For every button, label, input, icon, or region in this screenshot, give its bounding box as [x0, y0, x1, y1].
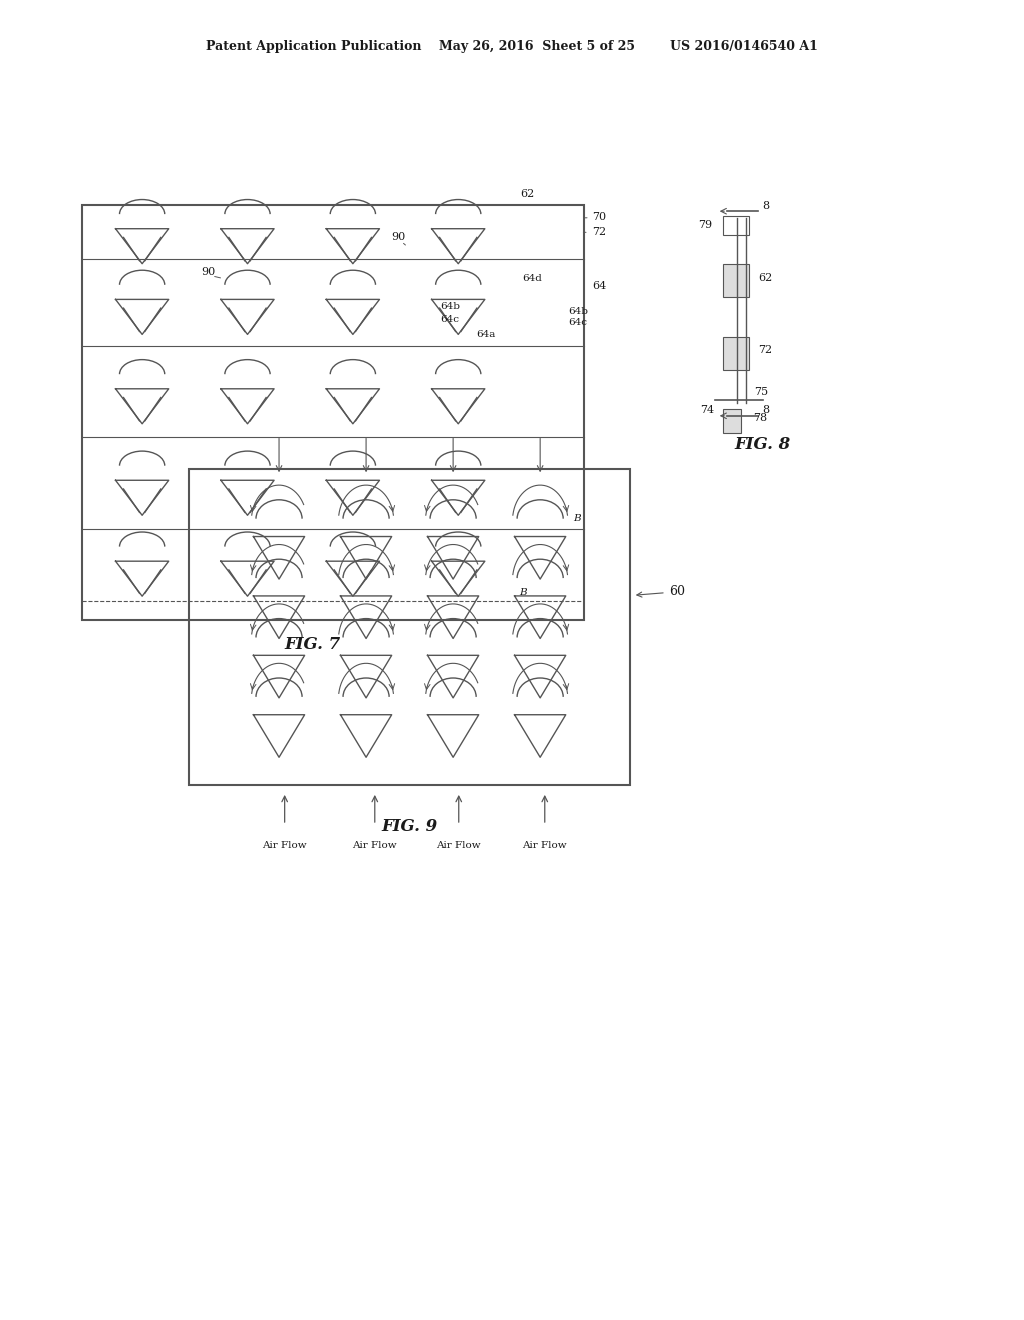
Text: Air Flow: Air Flow — [262, 841, 307, 850]
Text: 72: 72 — [758, 345, 772, 355]
Text: Air Flow: Air Flow — [436, 841, 481, 850]
Text: 79: 79 — [698, 220, 713, 231]
Text: 62: 62 — [758, 272, 772, 282]
Text: Air Flow: Air Flow — [352, 841, 397, 850]
Text: B: B — [519, 589, 526, 598]
Text: 60: 60 — [637, 585, 685, 598]
Text: 78: 78 — [753, 413, 767, 424]
Text: 70: 70 — [592, 213, 606, 223]
Text: 90: 90 — [202, 267, 216, 277]
Text: FIG. 9: FIG. 9 — [382, 818, 437, 834]
FancyBboxPatch shape — [723, 409, 741, 433]
Text: 62: 62 — [520, 189, 535, 199]
Text: 64: 64 — [592, 281, 606, 292]
Text: Air Flow: Air Flow — [522, 841, 567, 850]
Text: 64b: 64b — [568, 308, 589, 317]
Text: 8: 8 — [762, 201, 769, 211]
Text: 74: 74 — [700, 405, 715, 416]
FancyBboxPatch shape — [723, 264, 749, 297]
Text: 64d: 64d — [522, 275, 542, 284]
Text: FIG. 7: FIG. 7 — [285, 636, 340, 652]
Text: 64b: 64b — [440, 302, 461, 312]
Text: B: B — [573, 515, 581, 524]
Text: FIG. 8: FIG. 8 — [735, 437, 791, 453]
Text: 8: 8 — [762, 405, 769, 416]
Text: 64a: 64a — [476, 330, 496, 339]
Text: 64c: 64c — [440, 315, 460, 325]
Text: 90: 90 — [391, 232, 406, 243]
Text: 75: 75 — [754, 387, 768, 397]
Text: Patent Application Publication    May 26, 2016  Sheet 5 of 25        US 2016/014: Patent Application Publication May 26, 2… — [206, 40, 818, 53]
FancyBboxPatch shape — [723, 216, 749, 235]
FancyBboxPatch shape — [723, 337, 749, 370]
Text: 64c: 64c — [568, 318, 588, 327]
Text: 72: 72 — [592, 227, 606, 238]
